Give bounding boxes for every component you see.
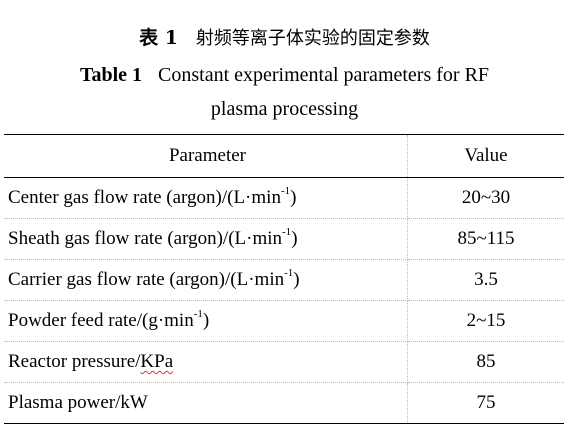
row-label-flagged-word: KPa (140, 351, 174, 372)
header-parameter: Parameter (4, 134, 408, 178)
row-reactor-pressure-value: 85 (407, 341, 564, 383)
table-row: Powder feed rate/(g·min-1) 2~15 (4, 300, 564, 342)
table-row: Center gas flow rate (argon)/(L·min-1) 2… (4, 177, 564, 219)
row-label-sup: -1 (280, 184, 291, 197)
row-carrier-gas-value: 3.5 (407, 259, 564, 301)
row-powder-feed-label: Powder feed rate/(g·min-1) (4, 300, 408, 342)
row-carrier-gas-label: Carrier gas flow rate (argon)/(L·min-1) (4, 259, 408, 301)
row-label-text: Reactor pressure/ (8, 351, 141, 372)
row-sheath-gas-value: 85~115 (407, 218, 564, 260)
caption-en-text-line1: Constant experimental parameters for RF (158, 64, 490, 86)
table-row: Plasma power/kW 75 (4, 382, 564, 424)
row-label-suffix: ) (290, 187, 297, 208)
row-plasma-power-label: Plasma power/kW (4, 382, 408, 424)
parameters-table: Parameter Value Center gas flow rate (ar… (4, 134, 564, 424)
row-label-sup: -1 (284, 266, 294, 279)
row-plasma-power-value: 75 (407, 382, 564, 424)
row-label-sup: -1 (282, 225, 292, 238)
table-row: Reactor pressure/KPa 85 (4, 341, 564, 383)
caption-en-label: Table 1 (79, 64, 143, 86)
caption-cn-text: 射频等离子体实验的固定参数 (195, 28, 430, 49)
row-powder-feed-value: 2~15 (407, 300, 564, 342)
table-row: Sheath gas flow rate (argon)/(L·min-1) 8… (4, 218, 564, 260)
row-center-gas-value: 20~30 (407, 177, 564, 219)
row-label-sup: -1 (193, 307, 203, 320)
row-label-suffix: ) (291, 228, 298, 249)
table-caption-english-line2: plasma processing (0, 96, 569, 122)
row-reactor-pressure-label: Reactor pressure/KPa (4, 341, 408, 383)
table-caption-chinese: 表 1 射频等离子体实验的固定参数 (0, 26, 569, 51)
table-header-row: Parameter Value (4, 134, 564, 178)
row-label-suffix: ) (202, 310, 210, 331)
row-label-suffix: ) (293, 269, 300, 290)
table-caption-english: Table 1 Constant experimental parameters … (0, 62, 569, 88)
row-label-text: Powder feed rate/(g·min (8, 310, 194, 331)
row-sheath-gas-label: Sheath gas flow rate (argon)/(L·min-1) (4, 218, 408, 260)
row-label-text: Sheath gas flow rate (argon)/(L·min (8, 228, 283, 249)
table-row: Carrier gas flow rate (argon)/(L·min-1) … (4, 259, 564, 301)
row-label-text: Carrier gas flow rate (argon)/(L·min (8, 269, 285, 290)
row-center-gas-label: Center gas flow rate (argon)/(L·min-1) (4, 177, 408, 219)
header-value: Value (407, 134, 564, 178)
row-label-text: Plasma power/kW (8, 392, 148, 413)
caption-en-text-line2: plasma processing (210, 98, 359, 120)
row-label-text: Center gas flow rate (argon)/(L·min (8, 187, 281, 208)
caption-cn-label: 表 1 (139, 27, 178, 49)
